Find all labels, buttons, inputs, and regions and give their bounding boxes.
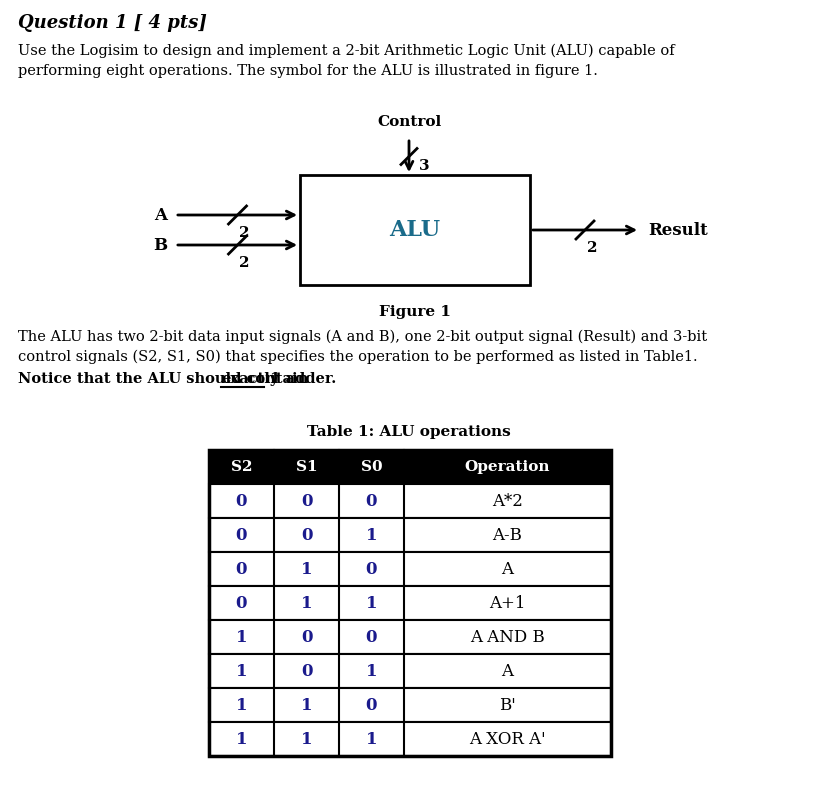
- Text: 0: 0: [236, 560, 247, 578]
- Text: Control: Control: [377, 115, 441, 129]
- Text: 1: 1: [366, 526, 378, 544]
- Text: 1 adder.: 1 adder.: [265, 372, 337, 386]
- Text: Figure 1: Figure 1: [379, 305, 451, 319]
- Text: Table 1: ALU operations: Table 1: ALU operations: [307, 425, 511, 439]
- Text: A-B: A-B: [492, 526, 523, 544]
- Text: 0: 0: [366, 697, 378, 713]
- Text: S2: S2: [231, 460, 252, 474]
- Text: 0: 0: [366, 629, 378, 645]
- Text: 1: 1: [236, 730, 247, 748]
- Bar: [209, 484, 611, 518]
- Bar: [209, 586, 611, 620]
- Text: 1: 1: [366, 730, 378, 748]
- Bar: [209, 450, 611, 756]
- Text: control signals (S2, S1, S0) that specifies the operation to be performed as lis: control signals (S2, S1, S0) that specif…: [18, 350, 698, 364]
- Text: 1: 1: [301, 594, 312, 611]
- Text: 1: 1: [301, 560, 312, 578]
- Text: Notice that the ALU should contain: Notice that the ALU should contain: [18, 372, 314, 386]
- Text: 1: 1: [236, 697, 247, 713]
- Text: A+1: A+1: [489, 594, 526, 611]
- Text: 1: 1: [236, 663, 247, 679]
- Text: B': B': [499, 697, 516, 713]
- Text: 0: 0: [366, 492, 378, 510]
- Text: S0: S0: [360, 460, 382, 474]
- Bar: [209, 722, 611, 756]
- Text: Question 1 [ 4 pts]: Question 1 [ 4 pts]: [18, 14, 207, 32]
- Text: 1: 1: [301, 730, 312, 748]
- Text: 1: 1: [366, 663, 378, 679]
- Text: 0: 0: [301, 526, 312, 544]
- Text: A: A: [501, 560, 514, 578]
- Text: S1: S1: [296, 460, 317, 474]
- Text: 0: 0: [301, 663, 312, 679]
- Bar: [209, 620, 611, 654]
- Text: 2: 2: [239, 226, 250, 240]
- Text: 1: 1: [301, 697, 312, 713]
- Text: 3: 3: [419, 158, 430, 173]
- Text: Operation: Operation: [464, 460, 550, 474]
- Text: 0: 0: [301, 492, 312, 510]
- Text: 1: 1: [236, 629, 247, 645]
- Text: ALU: ALU: [390, 219, 441, 241]
- Text: 2: 2: [587, 241, 598, 255]
- Text: The ALU has two 2-bit data input signals (A and B), one 2-bit output signal (Res: The ALU has two 2-bit data input signals…: [18, 330, 707, 344]
- Text: 0: 0: [366, 560, 378, 578]
- Text: A XOR A': A XOR A': [469, 730, 545, 748]
- Text: 0: 0: [236, 526, 247, 544]
- Bar: [209, 654, 611, 688]
- Bar: [209, 552, 611, 586]
- Bar: [209, 518, 611, 552]
- Text: exactly: exactly: [221, 372, 278, 386]
- Text: Result: Result: [648, 221, 708, 239]
- Text: 0: 0: [236, 594, 247, 611]
- Text: 2: 2: [239, 256, 250, 270]
- Text: 0: 0: [301, 629, 312, 645]
- Text: A*2: A*2: [492, 492, 523, 510]
- Text: Use the Logisim to design and implement a 2-bit Arithmetic Logic Unit (ALU) capa: Use the Logisim to design and implement …: [18, 44, 675, 58]
- Bar: [209, 688, 611, 722]
- Text: B: B: [153, 236, 167, 254]
- Text: 0: 0: [236, 492, 247, 510]
- Text: performing eight operations. The symbol for the ALU is illustrated in figure 1.: performing eight operations. The symbol …: [18, 64, 598, 78]
- Text: A AND B: A AND B: [470, 629, 545, 645]
- Text: A: A: [154, 206, 167, 224]
- Bar: [300, 175, 530, 285]
- Text: 1: 1: [366, 594, 378, 611]
- Text: A: A: [501, 663, 514, 679]
- Bar: [209, 450, 611, 484]
